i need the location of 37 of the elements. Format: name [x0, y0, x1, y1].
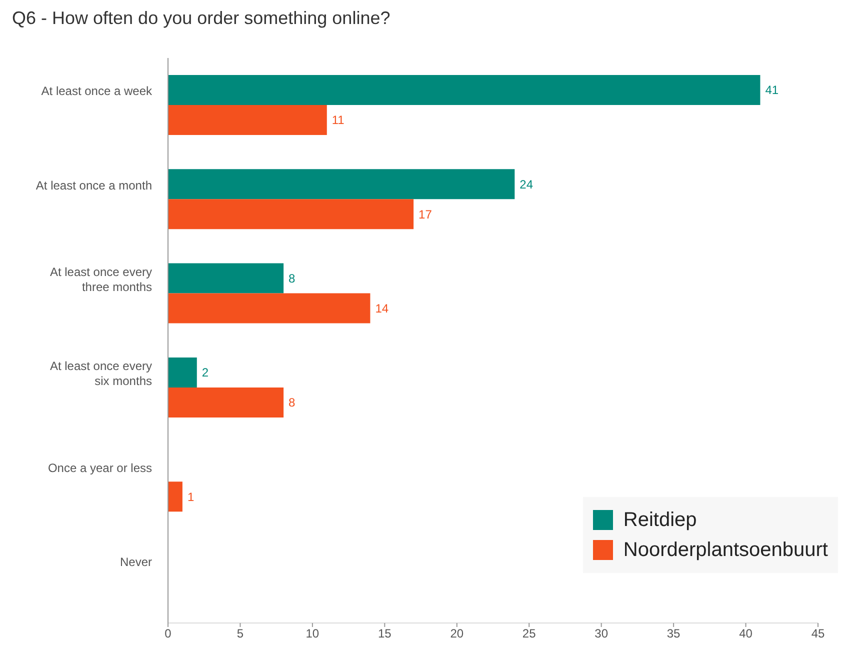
x-tick-label: 20 [450, 626, 464, 641]
y-tick-label: At least once a week [41, 84, 153, 98]
data-label: 11 [332, 113, 345, 128]
data-label: 17 [418, 207, 432, 222]
x-tick-label: 35 [666, 626, 681, 641]
chart-title: Q6 - How often do you order something online? [12, 8, 392, 30]
bar [168, 263, 284, 294]
x-tick-label: 10 [306, 626, 320, 641]
bar [168, 293, 370, 324]
bar [168, 387, 284, 418]
bar [168, 104, 327, 135]
data-label: 8 [288, 396, 296, 410]
y-tick-label: Never [120, 554, 152, 569]
x-tick-label: 0 [164, 626, 172, 641]
data-label: 14 [375, 302, 389, 316]
data-label: 24 [520, 177, 534, 192]
x-tick-label: 25 [522, 626, 536, 641]
bar [168, 357, 197, 388]
x-tick-label: 30 [594, 626, 608, 641]
data-label: 1 [187, 490, 194, 504]
x-tick-label: 40 [739, 626, 753, 641]
y-tick-label: Once a year or less [48, 460, 152, 475]
bar [168, 74, 760, 105]
bar [168, 199, 414, 230]
x-tick-label: 45 [811, 626, 825, 641]
bar [168, 482, 182, 512]
y-tick-label: At least once every three months [50, 264, 152, 294]
data-label: 8 [288, 272, 296, 286]
x-tick-label: 5 [236, 626, 244, 641]
y-tick-label: At least once every six months [50, 359, 152, 388]
legend-label: Reitdiep [622, 508, 698, 533]
data-label: 41 [765, 83, 779, 98]
legend-label: Noorderplantsoenbuurt [622, 538, 828, 563]
bar [168, 169, 515, 200]
y-tick-label: At least once a month [36, 178, 152, 192]
data-label: 2 [202, 366, 209, 380]
x-tick-label: 15 [378, 626, 392, 641]
